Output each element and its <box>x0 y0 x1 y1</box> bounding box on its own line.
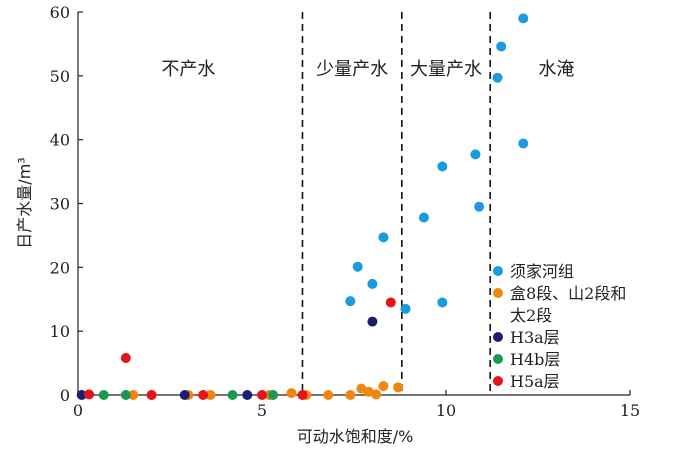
data-point <box>418 212 429 223</box>
data-points <box>76 13 529 400</box>
x-tick-label: 0 <box>73 401 83 420</box>
legend-label: H5a层 <box>510 372 560 391</box>
data-point <box>474 201 485 212</box>
data-point <box>205 390 216 400</box>
data-point <box>120 352 131 363</box>
y-tick-label: 0 <box>60 386 70 405</box>
zone-labels: 不产水 少量产水 大量产水 水淹 <box>161 59 574 80</box>
data-point <box>400 303 411 314</box>
legend-marker <box>493 354 503 364</box>
y-tick-label: 20 <box>50 258 70 277</box>
axes: 0 5 10 15 0 10 20 30 40 50 60 <box>50 3 641 420</box>
data-point <box>393 382 404 393</box>
data-point <box>76 390 87 400</box>
legend-marker <box>493 266 503 276</box>
legend-label: 须家河组 <box>510 262 574 281</box>
data-point <box>492 72 503 83</box>
data-point <box>518 138 529 149</box>
data-point <box>378 232 389 243</box>
data-point <box>128 390 139 400</box>
data-point <box>323 390 334 400</box>
legend-label-line: H5a层 <box>510 372 560 391</box>
data-point <box>367 278 378 289</box>
legend-label-line: H3a层 <box>510 328 560 347</box>
legend-label-line: H4b层 <box>510 350 560 369</box>
data-point <box>371 389 382 400</box>
data-point <box>242 390 253 400</box>
y-tick-label: 40 <box>50 131 70 150</box>
data-point <box>198 390 209 400</box>
y-axis-label: 日产水量/m³ <box>15 157 34 248</box>
x-tick-label: 15 <box>620 401 640 420</box>
data-point <box>98 390 109 400</box>
zone-label: 大量产水 <box>410 59 482 80</box>
legend-label: 盒8段、山2段和太2段 <box>510 284 626 325</box>
zone-boundaries <box>301 12 491 395</box>
legend-label: H4b层 <box>510 350 560 369</box>
legend-marker <box>493 376 503 386</box>
data-point <box>257 390 267 400</box>
data-point <box>179 390 190 400</box>
data-point <box>268 390 279 400</box>
data-point <box>286 388 297 399</box>
zone-label: 不产水 <box>161 59 215 80</box>
y-tick-label: 60 <box>50 3 70 22</box>
data-point <box>378 381 389 392</box>
data-point <box>385 297 396 308</box>
data-point <box>227 390 238 400</box>
y-tick-label: 50 <box>50 67 70 86</box>
zone-label: 少量产水 <box>316 59 388 80</box>
legend-marker <box>493 332 503 342</box>
data-point <box>146 390 157 400</box>
legend-label-line: 太2段 <box>510 306 552 325</box>
legend-label: H3a层 <box>510 328 560 347</box>
legend-label-line: 须家河组 <box>510 262 574 281</box>
data-point <box>345 390 356 400</box>
data-point <box>437 161 448 172</box>
y-tick-label: 30 <box>50 195 70 214</box>
x-tick-label: 5 <box>257 401 267 420</box>
data-point <box>470 149 481 160</box>
x-tick-label: 10 <box>436 401 456 420</box>
x-axis-label: 可动水饱和度/% <box>297 427 414 446</box>
data-point <box>352 261 363 272</box>
data-point <box>437 297 448 308</box>
zone-label: 水淹 <box>538 59 574 80</box>
y-tick-label: 10 <box>50 322 70 341</box>
legend-label-line: 盒8段、山2段和 <box>510 284 626 303</box>
legend-marker <box>493 288 503 298</box>
data-point <box>84 389 95 400</box>
data-point <box>518 13 529 24</box>
data-point <box>496 41 507 52</box>
data-point <box>345 296 356 307</box>
data-point <box>120 390 131 400</box>
data-point <box>297 390 308 400</box>
data-point <box>367 316 378 327</box>
